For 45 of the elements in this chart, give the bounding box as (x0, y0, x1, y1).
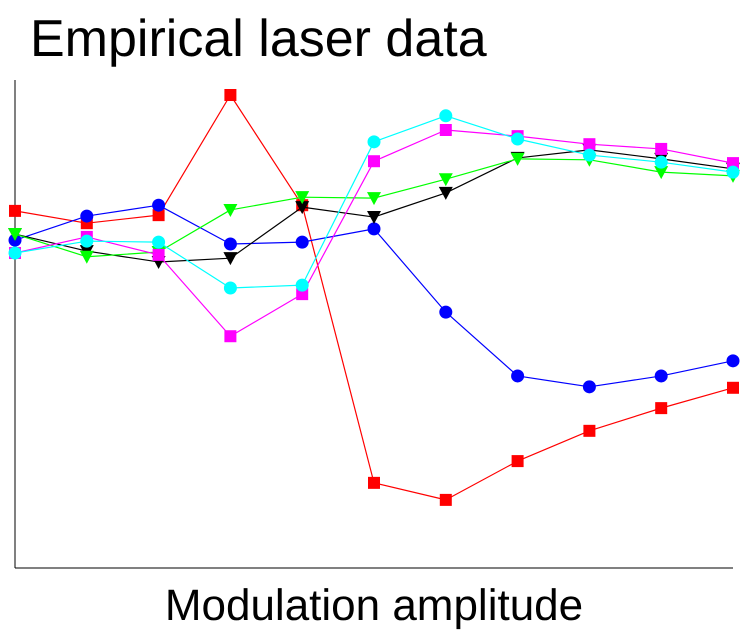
point (80, 234, 94, 248)
point (583, 424, 596, 437)
point (296, 278, 309, 292)
point (582, 148, 596, 162)
point (9, 204, 21, 217)
point (367, 211, 381, 224)
point (727, 382, 739, 394)
point (224, 237, 237, 250)
point (655, 402, 668, 414)
chart-title: Empirical laser data (30, 10, 487, 68)
point (582, 380, 596, 394)
point (654, 156, 668, 169)
point (223, 252, 238, 266)
point (439, 109, 452, 122)
point (368, 135, 380, 148)
point (439, 306, 452, 319)
point (224, 281, 237, 294)
point (295, 201, 310, 214)
point (80, 250, 94, 264)
point (512, 455, 524, 468)
point (438, 173, 453, 186)
point (296, 236, 309, 249)
point (726, 166, 740, 179)
point (223, 204, 238, 217)
point (655, 142, 668, 155)
point (511, 369, 524, 382)
point (152, 236, 166, 249)
point (80, 210, 94, 223)
point (368, 476, 380, 489)
point (511, 132, 524, 146)
point (295, 191, 310, 204)
point (654, 369, 668, 382)
point (368, 222, 380, 236)
x-axis-title: Modulation amplitude (164, 581, 584, 630)
point (438, 186, 453, 200)
point (224, 89, 236, 101)
point (224, 330, 236, 342)
point (726, 354, 740, 368)
point (152, 198, 166, 212)
point (440, 494, 452, 506)
point (583, 138, 596, 150)
point (440, 124, 452, 136)
point (368, 155, 380, 168)
point (152, 248, 165, 261)
point (367, 192, 381, 206)
